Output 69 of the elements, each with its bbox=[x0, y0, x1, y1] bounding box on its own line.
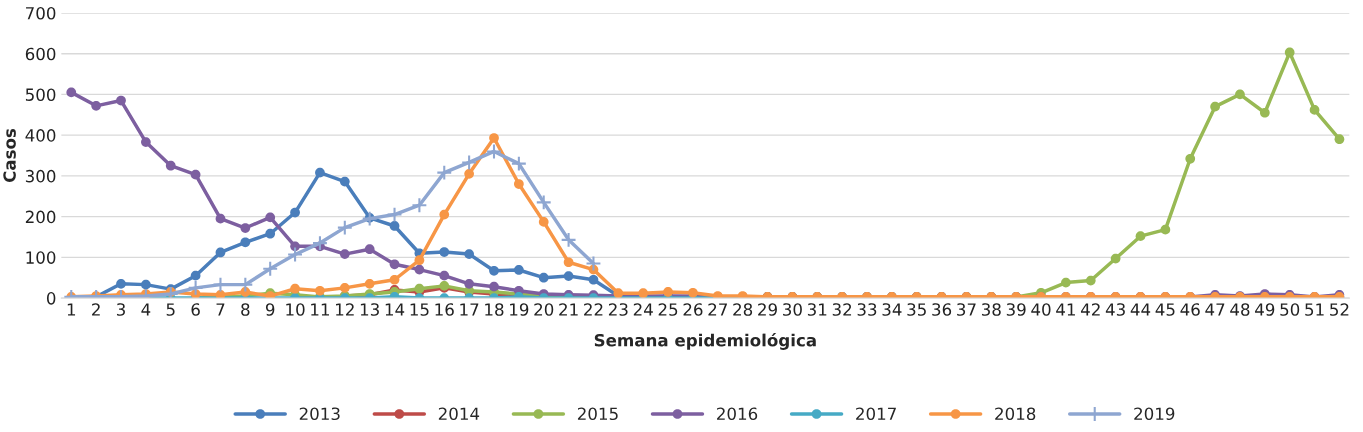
x-tick-label: 47 bbox=[1205, 303, 1225, 316]
x-tick-label: 50 bbox=[1280, 303, 1300, 316]
x-tick-label: 10 bbox=[286, 303, 305, 316]
y-tick-label: 700 bbox=[26, 6, 56, 20]
x-tick-label: 39 bbox=[1006, 303, 1026, 316]
legend-label: 2017 bbox=[856, 407, 896, 421]
legend-label: 2013 bbox=[299, 407, 340, 421]
x-tick-label: 44 bbox=[1130, 303, 1151, 316]
x-tick-label: 7 bbox=[216, 303, 225, 316]
x-tick-label: 33 bbox=[857, 303, 877, 316]
x-tick-label: 38 bbox=[981, 303, 1001, 316]
y-tick-label: 600 bbox=[25, 47, 56, 61]
x-tick-label: 49 bbox=[1255, 303, 1275, 316]
x-tick-label: 4 bbox=[141, 303, 151, 316]
x-tick-label: 9 bbox=[265, 303, 275, 316]
x-tick-label: 42 bbox=[1080, 303, 1100, 316]
x-tick-label: 1 bbox=[67, 303, 76, 316]
x-tick-label: 28 bbox=[733, 303, 753, 316]
x-tick-label: 43 bbox=[1105, 303, 1125, 316]
y-tick-label: 300 bbox=[25, 169, 56, 183]
x-tick-label: 40 bbox=[1031, 303, 1051, 316]
x-tick-label: 8 bbox=[241, 303, 250, 316]
x-tick-label: 24 bbox=[633, 303, 653, 316]
x-tick-label: 15 bbox=[410, 303, 429, 316]
x-tick-label: 6 bbox=[191, 303, 200, 316]
x-tick-label: 13 bbox=[360, 303, 379, 316]
y-axis-title: Casos bbox=[3, 128, 16, 183]
x-tick-label: 26 bbox=[683, 303, 703, 316]
y-tick-label: 200 bbox=[25, 210, 56, 224]
x-tick-label: 31 bbox=[807, 303, 827, 316]
x-tick-label: 30 bbox=[783, 303, 802, 316]
x-tick-label: 16 bbox=[435, 303, 454, 316]
x-tick-label: 25 bbox=[658, 303, 678, 316]
x-tick-label: 52 bbox=[1330, 303, 1349, 316]
x-tick-label: 12 bbox=[336, 303, 354, 316]
x-tick-label: 2 bbox=[92, 303, 100, 316]
y-tick-label: 400 bbox=[25, 129, 56, 142]
x-tick-label: 35 bbox=[907, 303, 926, 316]
x-tick-label: 11 bbox=[311, 303, 329, 316]
x-tick-label: 27 bbox=[708, 303, 727, 316]
x-tick-label: 20 bbox=[534, 303, 554, 316]
x-tick-label: 37 bbox=[957, 303, 976, 316]
legend-label: 2019 bbox=[1134, 407, 1175, 421]
x-tick-label: 17 bbox=[460, 303, 479, 316]
x-tick-label: 51 bbox=[1305, 303, 1324, 316]
x-tick-label: 41 bbox=[1056, 303, 1075, 316]
x-tick-label: 3 bbox=[116, 303, 125, 316]
y-tick-label: 100 bbox=[26, 251, 56, 264]
x-axis-title: Semana epidemiológica bbox=[594, 332, 816, 350]
x-tick-label: 29 bbox=[758, 303, 777, 316]
x-tick-label: 36 bbox=[932, 303, 952, 316]
x-tick-label: 18 bbox=[485, 303, 504, 316]
x-tick-label: 21 bbox=[559, 303, 578, 316]
y-tick-label: 500 bbox=[25, 88, 56, 101]
legend-label: 2016 bbox=[717, 407, 758, 421]
x-tick-label: 22 bbox=[584, 303, 603, 316]
x-tick-label: 19 bbox=[510, 303, 529, 316]
x-tick-label: 45 bbox=[1155, 303, 1175, 316]
y-tick-label: 0 bbox=[46, 292, 56, 305]
x-tick-label: 46 bbox=[1180, 303, 1200, 316]
x-tick-label: 32 bbox=[832, 303, 852, 316]
legend-label: 2014 bbox=[438, 407, 480, 421]
x-tick-label: 5 bbox=[166, 303, 175, 316]
legend-label: 2015 bbox=[577, 407, 618, 421]
x-tick-label: 34 bbox=[882, 303, 902, 316]
x-tick-label: 14 bbox=[385, 303, 405, 316]
x-tick-label: 23 bbox=[608, 303, 628, 316]
legend-label: 2018 bbox=[995, 407, 1036, 421]
x-tick-label: 48 bbox=[1230, 303, 1250, 316]
